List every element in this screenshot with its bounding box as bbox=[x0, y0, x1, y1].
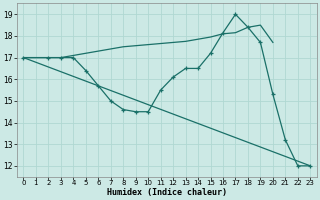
X-axis label: Humidex (Indice chaleur): Humidex (Indice chaleur) bbox=[107, 188, 227, 197]
